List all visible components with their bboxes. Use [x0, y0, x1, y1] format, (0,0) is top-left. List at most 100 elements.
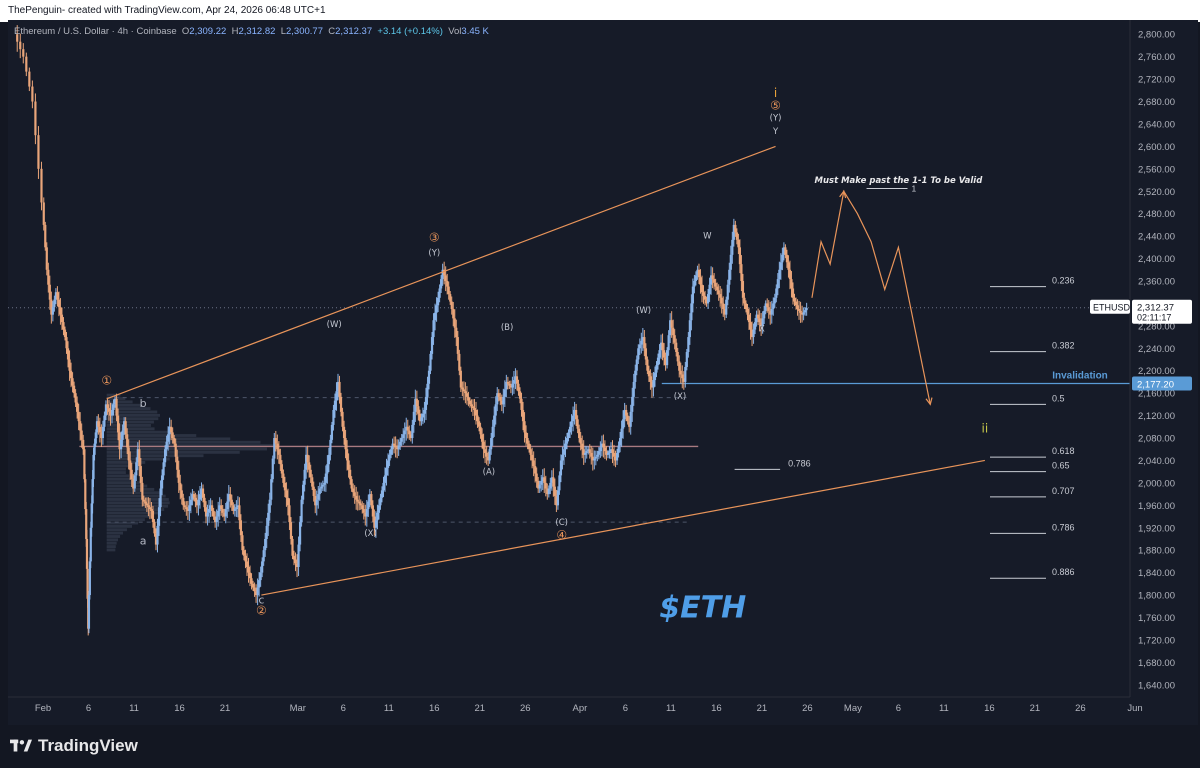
- candle-body-449: [700, 284, 704, 293]
- candle-body-323: [509, 385, 512, 388]
- candle-body-46: [91, 479, 94, 504]
- candle-body-88: [153, 522, 156, 534]
- symbol-title[interactable]: Ethereum / U.S. Dollar · 4h · Coinbase: [14, 26, 177, 37]
- candle-body-309: [488, 449, 491, 461]
- candle-body-451: [703, 295, 707, 300]
- volume-profile-bar-13: [106, 504, 169, 508]
- candle-body-414: [647, 370, 651, 377]
- candle-body-289: [458, 353, 461, 371]
- fib-label-4: 0.65: [1052, 461, 1070, 471]
- candle-body-1: [19, 41, 22, 50]
- candle-body-271: [430, 337, 434, 354]
- candle-body-78: [138, 449, 141, 467]
- high-label: H: [231, 26, 239, 37]
- candle-body-466: [726, 284, 729, 300]
- wave-label-22: Must Make past the 1-1 To be Valid: [815, 176, 984, 186]
- candle-body-373: [585, 451, 588, 453]
- wave-label-18: ⑤: [770, 98, 781, 112]
- ohlc-legend: Ethereum / U.S. Dollar · 4h · Coinbase O…: [14, 26, 489, 37]
- candle-body-40: [86, 568, 89, 599]
- wave-label-15: W: [703, 231, 712, 241]
- wave-label-16: X: [759, 324, 765, 334]
- candle-body-372: [584, 452, 587, 455]
- candle-body-290: [459, 370, 462, 388]
- candle-body-274: [435, 305, 438, 313]
- candle-body-240: [383, 475, 387, 483]
- candle-body-22: [62, 322, 65, 330]
- candle-body-257: [409, 434, 412, 439]
- candle-body-9: [42, 202, 45, 225]
- candle-body-441: [688, 320, 691, 338]
- candle-body-360: [565, 438, 569, 444]
- candle-body-242: [386, 460, 390, 468]
- candle-body-343: [540, 481, 543, 485]
- candle-body-153: [251, 583, 255, 588]
- y-tick-label-15: 2,200.00: [1138, 366, 1175, 377]
- candle-body-491: [764, 303, 767, 311]
- volume-profile-bar-19: [106, 484, 148, 488]
- candle-body-216: [347, 460, 350, 470]
- volume-profile-bar-0: [106, 548, 116, 552]
- candle-body-418: [653, 372, 657, 381]
- candle-body-191: [309, 469, 312, 478]
- candle-body-165: [270, 479, 273, 500]
- candle-body-513: [797, 309, 801, 311]
- volume-profile-bar-37: [106, 423, 151, 427]
- y-tick-label-24: 1,840.00: [1138, 568, 1175, 579]
- candle-body-117: [197, 499, 200, 506]
- header-text: ThePenguin- created with TradingView.com…: [8, 5, 326, 16]
- candle-body-268: [426, 383, 429, 397]
- candle-body-160: [262, 550, 265, 562]
- candle-body-320: [505, 381, 508, 390]
- candle-body-180: [292, 555, 296, 560]
- candle-body-248: [396, 447, 399, 450]
- candle-body-10: [44, 224, 47, 248]
- candle-body-422: [659, 342, 663, 351]
- wave-label-17: i: [774, 86, 777, 100]
- candle-body-413: [646, 359, 649, 371]
- price-chart[interactable]: 0.236 0.382 0.5 0.618 0.65 0.707 0.786 0.886 0.7…: [8, 20, 1198, 725]
- candle-body-415: [649, 376, 652, 382]
- candle-body-131: [218, 505, 221, 511]
- candle-body-283: [449, 294, 452, 302]
- wave-label-2: a: [140, 535, 147, 548]
- y-tick-label-27: 1,720.00: [1138, 635, 1175, 646]
- wave-label-0: ①: [101, 374, 112, 388]
- candle-body-199: [321, 484, 324, 487]
- candle-body-457: [713, 279, 716, 283]
- y-tick-label-4: 2,640.00: [1138, 119, 1175, 130]
- candle-body-349: [549, 482, 552, 489]
- candle-body-223: [358, 501, 361, 504]
- candle-body-115: [194, 497, 197, 502]
- candle-body-135: [224, 509, 227, 517]
- candle-body-151: [248, 572, 252, 579]
- candle-body-140: [232, 505, 235, 511]
- candle-body-374: [587, 449, 590, 452]
- wave-label-7: ③: [429, 231, 440, 245]
- candle-body-215: [345, 449, 349, 461]
- candle-body-492: [766, 303, 769, 308]
- target-line-label: 1: [912, 183, 917, 193]
- candle-body-121: [203, 497, 206, 508]
- candle-body-174: [283, 482, 287, 491]
- candle-body-57: [106, 404, 109, 409]
- x-tick-label-19: 11: [939, 703, 949, 714]
- candle-body-139: [230, 499, 233, 506]
- chart-frame[interactable]: 0.236 0.382 0.5 0.618 0.65 0.707 0.786 0.886 0.7…: [8, 20, 1198, 725]
- tradingview-logo[interactable]: TradingView: [10, 736, 138, 756]
- candle-body-232: [371, 505, 374, 517]
- candle-body-23: [63, 329, 67, 338]
- candle-body-406: [635, 359, 638, 371]
- candle-body-147: [242, 550, 246, 556]
- y-tick-label-26: 1,760.00: [1138, 613, 1175, 624]
- candle-body-421: [658, 350, 661, 358]
- candle-body-477: [743, 297, 746, 304]
- candle-body-19: [57, 299, 61, 308]
- candle-body-2: [22, 49, 25, 57]
- symbol-badge: [1090, 299, 1130, 314]
- candle-body-332: [523, 421, 526, 433]
- candle-body-252: [402, 434, 405, 439]
- y-tick-label-19: 2,040.00: [1138, 456, 1175, 467]
- candle-body-171: [279, 454, 282, 465]
- candle-body-435: [679, 370, 682, 375]
